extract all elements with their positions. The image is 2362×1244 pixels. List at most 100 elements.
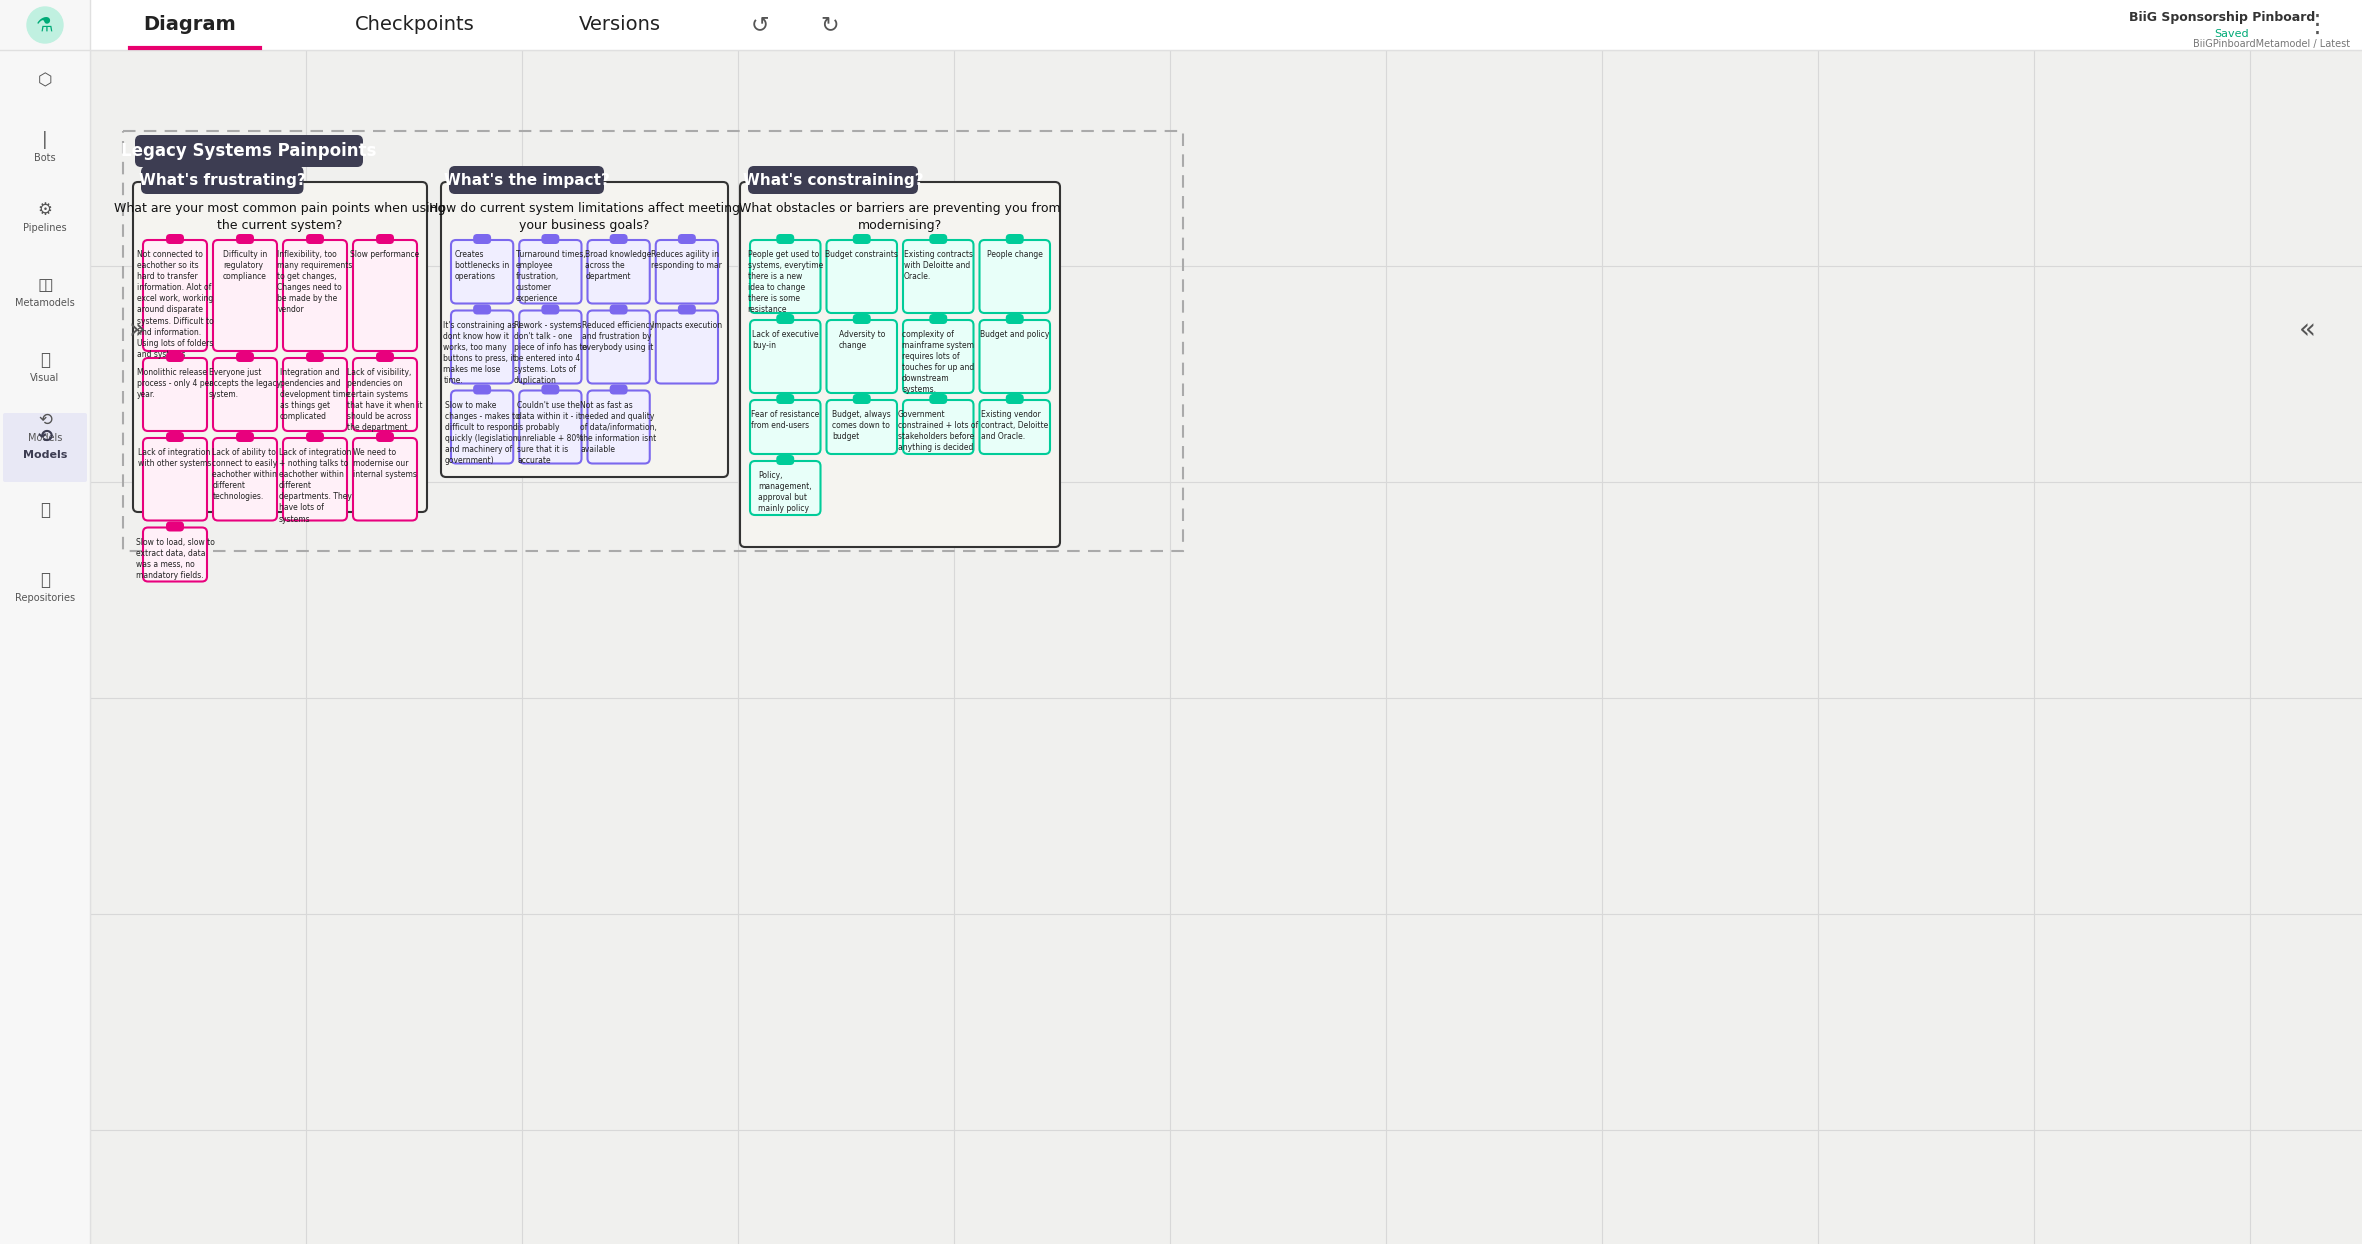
FancyBboxPatch shape <box>609 305 628 315</box>
FancyBboxPatch shape <box>165 521 184 531</box>
Text: What are your most common pain points when using
the current system?: What are your most common pain points wh… <box>113 202 446 231</box>
FancyBboxPatch shape <box>827 240 898 313</box>
FancyBboxPatch shape <box>1006 313 1023 323</box>
FancyBboxPatch shape <box>213 358 276 430</box>
FancyBboxPatch shape <box>0 0 2362 50</box>
Text: »: » <box>128 316 146 345</box>
FancyBboxPatch shape <box>739 182 1061 547</box>
FancyBboxPatch shape <box>777 394 794 404</box>
Text: complexity of
mainframe system
requires lots of
touches for up and
downstream
sy: complexity of mainframe system requires … <box>902 330 976 394</box>
Text: Diagram: Diagram <box>144 15 236 35</box>
FancyBboxPatch shape <box>144 438 208 520</box>
Text: Versions: Versions <box>579 15 661 35</box>
FancyBboxPatch shape <box>902 240 973 313</box>
FancyBboxPatch shape <box>588 240 650 304</box>
Text: ↺: ↺ <box>751 15 770 35</box>
FancyBboxPatch shape <box>307 352 324 362</box>
Text: What's frustrating?: What's frustrating? <box>139 173 305 188</box>
FancyBboxPatch shape <box>609 384 628 394</box>
Text: Existing contracts
with Deloitte and
Oracle.: Existing contracts with Deloitte and Ora… <box>905 250 973 281</box>
Text: Budget, always
comes down to
budget: Budget, always comes down to budget <box>831 411 890 442</box>
FancyBboxPatch shape <box>307 432 324 442</box>
FancyBboxPatch shape <box>902 320 973 393</box>
FancyBboxPatch shape <box>827 320 898 393</box>
FancyBboxPatch shape <box>588 311 650 383</box>
FancyBboxPatch shape <box>451 391 513 464</box>
Text: It's constraining as I
dont know how it
works, too many
buttons to press, it
mak: It's constraining as I dont know how it … <box>444 321 522 384</box>
Text: Budget constraints: Budget constraints <box>824 250 898 259</box>
Circle shape <box>26 7 64 44</box>
Text: Inflexibility, too
many requirements
to get changes,
Changes need to
be made by : Inflexibility, too many requirements to … <box>276 250 352 315</box>
FancyBboxPatch shape <box>520 240 581 304</box>
FancyBboxPatch shape <box>213 438 276 520</box>
FancyBboxPatch shape <box>1006 394 1023 404</box>
Text: Bots: Bots <box>33 153 57 163</box>
Text: Broad knowledge
across the
department: Broad knowledge across the department <box>586 250 652 281</box>
Text: Integration and
pendencies and
development time
as things get
complicated: Integration and pendencies and developme… <box>281 368 350 422</box>
FancyBboxPatch shape <box>165 234 184 244</box>
FancyBboxPatch shape <box>853 313 872 323</box>
FancyBboxPatch shape <box>376 234 394 244</box>
Text: BiiG Sponsorship Pinboard: BiiG Sponsorship Pinboard <box>2128 11 2315 25</box>
Text: 👁: 👁 <box>40 351 50 369</box>
FancyBboxPatch shape <box>376 352 394 362</box>
FancyBboxPatch shape <box>827 401 898 454</box>
FancyBboxPatch shape <box>980 401 1051 454</box>
Text: Lack of integration
with other systems: Lack of integration with other systems <box>139 448 213 468</box>
Text: Legacy Systems Painpoints: Legacy Systems Painpoints <box>120 142 376 160</box>
Text: Couldn't use the
data within it - it
is probably
unreliable + 80%
sure that it i: Couldn't use the data within it - it is … <box>517 401 583 465</box>
FancyBboxPatch shape <box>144 240 208 351</box>
Text: Models: Models <box>28 433 61 443</box>
Text: People change: People change <box>987 250 1042 259</box>
Text: BiiGPinboardMetamodel / Latest: BiiGPinboardMetamodel / Latest <box>2194 39 2350 49</box>
Text: How do current system limitations affect meeting
your business goals?: How do current system limitations affect… <box>430 202 739 231</box>
Text: Lack of visibility,
pendencies on
certain systems
that have it when it
should be: Lack of visibility, pendencies on certai… <box>347 368 423 433</box>
FancyBboxPatch shape <box>749 165 919 194</box>
FancyBboxPatch shape <box>451 311 513 383</box>
FancyBboxPatch shape <box>352 240 418 351</box>
FancyBboxPatch shape <box>751 240 820 313</box>
FancyBboxPatch shape <box>451 240 513 304</box>
FancyBboxPatch shape <box>541 234 560 244</box>
FancyBboxPatch shape <box>678 234 697 244</box>
Text: Everyone just
accepts the legacy
system.: Everyone just accepts the legacy system. <box>208 368 281 399</box>
Text: ⟲: ⟲ <box>38 411 52 429</box>
FancyBboxPatch shape <box>165 432 184 442</box>
Text: Metamodels: Metamodels <box>14 299 76 309</box>
Text: Budget and policy: Budget and policy <box>980 330 1049 340</box>
FancyBboxPatch shape <box>144 358 208 430</box>
Text: People get used to
systems, everytime
there is a new
idea to change
there is som: People get used to systems, everytime th… <box>749 250 822 315</box>
FancyBboxPatch shape <box>520 311 581 383</box>
FancyBboxPatch shape <box>132 182 428 513</box>
FancyBboxPatch shape <box>777 313 794 323</box>
FancyBboxPatch shape <box>442 182 727 476</box>
Text: «: « <box>2298 316 2315 345</box>
Text: ⋮: ⋮ <box>2305 12 2329 37</box>
Text: Saved: Saved <box>2216 29 2249 39</box>
FancyBboxPatch shape <box>902 401 973 454</box>
FancyBboxPatch shape <box>1006 234 1023 244</box>
FancyBboxPatch shape <box>853 234 872 244</box>
FancyBboxPatch shape <box>2 413 87 481</box>
Text: Repositories: Repositories <box>14 593 76 603</box>
FancyBboxPatch shape <box>376 432 394 442</box>
FancyBboxPatch shape <box>283 358 347 430</box>
Text: Impacts execution: Impacts execution <box>652 321 723 330</box>
FancyBboxPatch shape <box>588 391 650 464</box>
FancyBboxPatch shape <box>449 165 605 194</box>
FancyBboxPatch shape <box>142 165 302 194</box>
Text: Slow to make
changes - makes to
difficult to respond
quickly (legislation
and ma: Slow to make changes - makes to difficul… <box>444 401 520 465</box>
Text: Fear of resistance
from end-users: Fear of resistance from end-users <box>751 411 820 430</box>
FancyBboxPatch shape <box>352 438 418 520</box>
FancyBboxPatch shape <box>853 394 872 404</box>
Text: Lack of ability to
connect to easily
eachother within
different
technologies.: Lack of ability to connect to easily eac… <box>213 448 279 501</box>
Text: ⚙: ⚙ <box>38 202 52 219</box>
FancyBboxPatch shape <box>609 234 628 244</box>
Text: Lack of executive
buy-in: Lack of executive buy-in <box>751 330 820 350</box>
Text: ⟲: ⟲ <box>38 428 52 447</box>
FancyBboxPatch shape <box>980 320 1051 393</box>
FancyBboxPatch shape <box>657 311 718 383</box>
FancyBboxPatch shape <box>165 352 184 362</box>
Text: What obstacles or barriers are preventing you from
modernising?: What obstacles or barriers are preventin… <box>739 202 1061 231</box>
Text: Visual: Visual <box>31 373 59 383</box>
